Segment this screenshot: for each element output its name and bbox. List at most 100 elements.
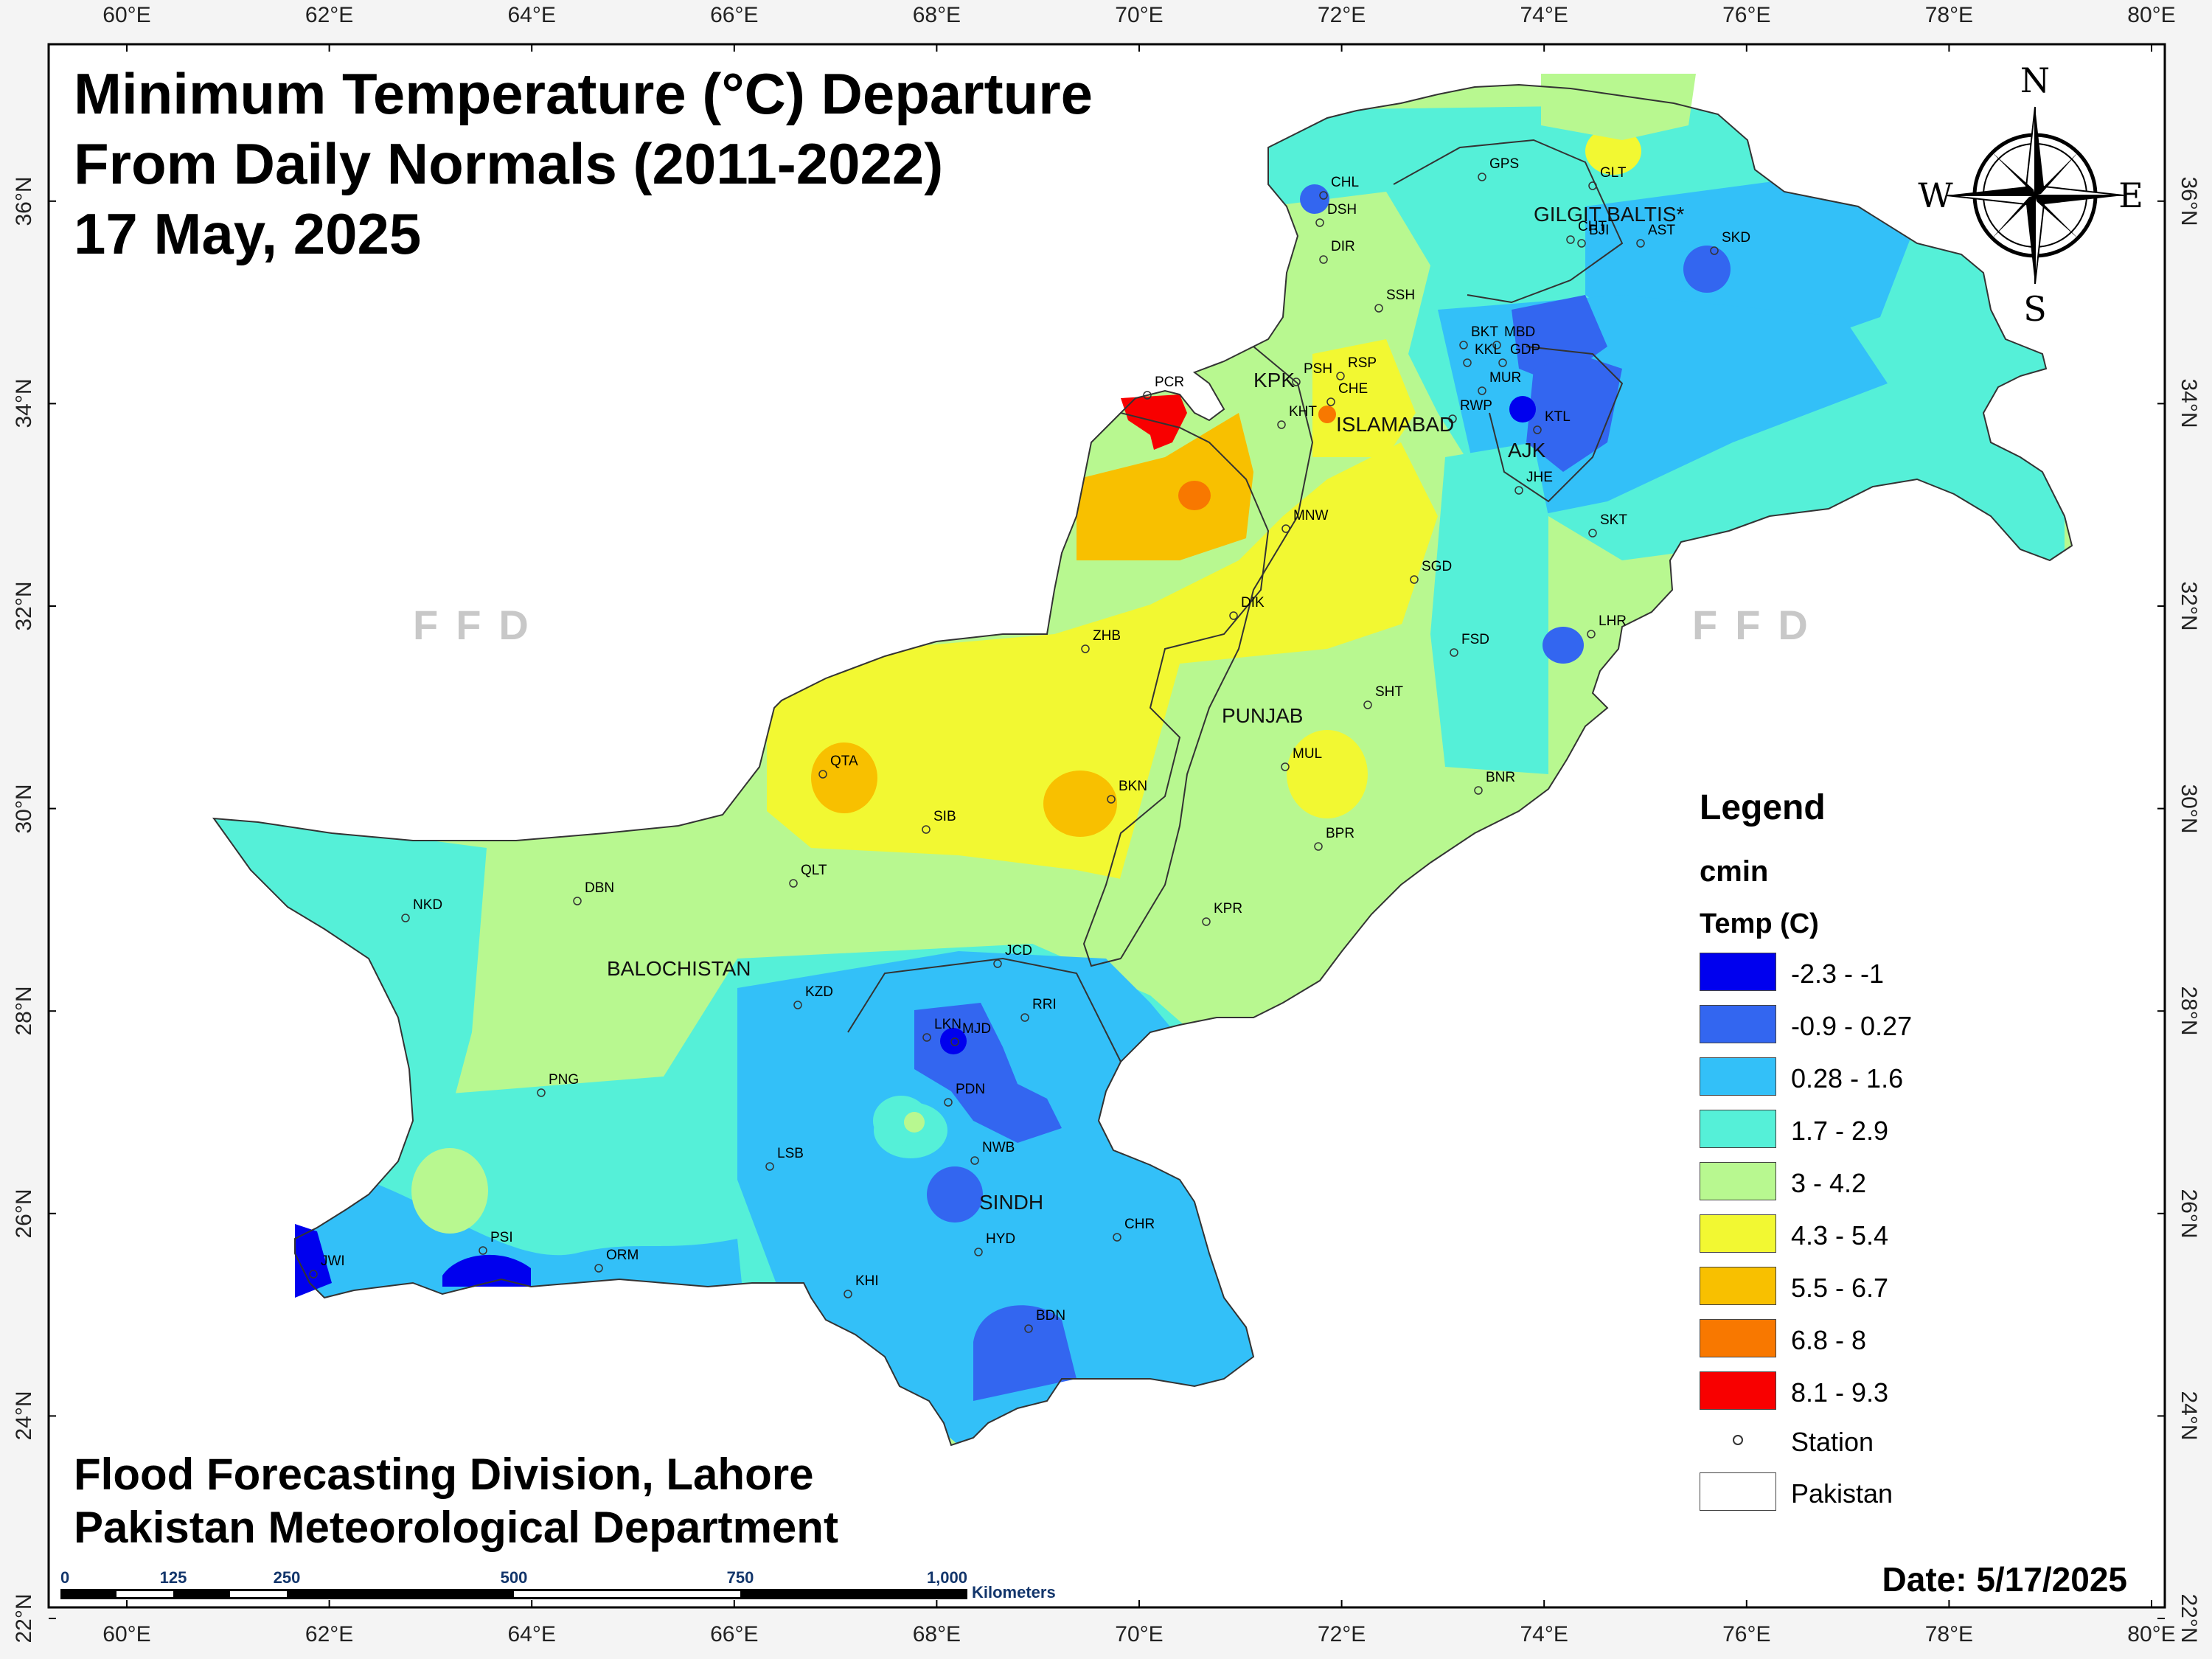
legend-class-label: 4.3 - 5.4 [1791,1220,1889,1251]
station-marker [1587,630,1596,639]
station-marker [537,1088,546,1097]
country-symbol [1700,1472,1776,1511]
station-marker [1024,1324,1033,1333]
station-label: JWI [321,1253,345,1269]
station-marker [1363,700,1372,709]
blob-pdn-green [904,1112,925,1133]
region-label: AJK [1508,439,1546,462]
gb-boundary [1393,139,1624,304]
station-label: PNG [549,1072,579,1088]
region-label: SINDH [979,1191,1043,1214]
blob-lkn-deepblue [940,1028,967,1054]
legend-class-label: 5.5 - 6.7 [1791,1273,1889,1303]
scale-tick-label: 125 [160,1568,187,1587]
blob-che-orange [1318,406,1336,423]
sindh-boundary [847,957,1121,1062]
station-label: LSB [777,1146,804,1161]
lat-label-left: 28°N [12,986,36,1036]
blob-glt-yellow [1585,128,1641,175]
blob-jwi-deepblue [295,1224,332,1298]
compass-s: S [2023,289,2047,329]
watermark-left: FFD [413,602,546,648]
station-label: QTA [830,754,858,769]
station-marker [765,1162,774,1171]
lon-label-top: 80°E [2127,3,2176,27]
lon-label-bot: 62°E [305,1622,354,1646]
station-marker [1459,341,1468,349]
lon-label-top: 64°E [507,3,556,27]
legend-class-row: 5.5 - 6.7 [1700,1267,2142,1307]
station-marker [844,1290,852,1298]
station-marker [1319,255,1328,264]
legend-class-row: -2.3 - -1 [1700,953,2142,992]
lon-label-bot: 70°E [1115,1622,1164,1646]
region-label: GILGIT BALTIS* [1534,203,1684,226]
station-label: DSH [1327,202,1357,218]
station-marker [1450,648,1458,657]
lon-label-bot: 76°E [1722,1622,1771,1646]
station-marker [922,1033,931,1042]
legend-class-label: -0.9 - 0.27 [1791,1011,1913,1041]
station-marker [1498,358,1507,367]
station-label: SIB [933,809,956,824]
lat-label-right: 36°N [2177,176,2201,226]
legend-swatch [1700,1371,1776,1410]
title-line-1: Minimum Temperature (°C) Departure [74,61,1093,126]
lon-label-top: 74°E [1520,3,1568,27]
station-label: QLT [801,863,827,878]
station-marker [1281,524,1290,533]
station-marker [1636,239,1645,248]
region-labels: GILGIT BALTIS* KPK ISLAMABAD AJK PUNJAB BALOC… [607,203,1684,1214]
blob-kpk-darkorange [1178,481,1211,510]
station-label: RRI [1032,997,1057,1012]
station-marker [1374,304,1383,313]
station-marker [922,825,931,834]
blob-bkn-orange [1043,771,1117,837]
legend-class-row: 0.28 - 1.6 [1700,1057,2142,1097]
lon-label-bot: 80°E [2127,1622,2176,1646]
station-marker [1514,486,1523,495]
footer-line-1: Flood Forecasting Division, Lahore [74,1450,814,1499]
lon-label-top: 78°E [1924,3,1974,27]
station-marker [1336,372,1345,380]
station-marker [1315,218,1324,227]
blob-png-green [411,1148,488,1234]
legend-layer: cmin [1700,855,1769,888]
station-label: MUL [1293,746,1322,762]
station-marker [950,1037,959,1046]
station-label: CHT [1578,219,1607,234]
station-label: KTL [1545,409,1571,425]
legend-swatch [1700,1057,1776,1096]
station-label: PSI [490,1230,513,1245]
station-label: JHE [1526,470,1553,485]
station-label: PCR [1155,375,1184,390]
legend-class-label: 3 - 4.2 [1791,1168,1867,1198]
lat-label-right: 26°N [2177,1189,2201,1239]
station-marker [1281,762,1290,771]
station-label: JCD [1005,943,1032,959]
station-label: KHI [855,1273,879,1289]
station-marker [1202,917,1211,926]
punjab-boundary [1120,346,1314,959]
legend-swatch [1700,1110,1776,1148]
blob-qta-orange [811,742,877,813]
zone-east-cyan [1430,442,1548,774]
station-label: DIK [1241,595,1265,611]
station-marker [793,1001,802,1009]
zone-coast-blue [295,1165,745,1312]
legend-class-label: 8.1 - 9.3 [1791,1377,1889,1408]
station-marker [789,879,798,888]
station-label: NKD [413,897,442,913]
lon-label-bot: 60°E [102,1622,151,1646]
station-marker [1277,420,1286,429]
station-marker [1229,611,1238,620]
station-label: MNW [1293,508,1329,524]
region-label: KPK [1253,369,1295,392]
lat-label-right: 24°N [2177,1391,2201,1441]
station-marker [993,959,1002,968]
station-label: ORM [606,1248,639,1263]
title-line-3: 17 May, 2025 [74,201,422,266]
legend-swatch [1700,1162,1776,1200]
station-label: MUR [1489,370,1521,386]
